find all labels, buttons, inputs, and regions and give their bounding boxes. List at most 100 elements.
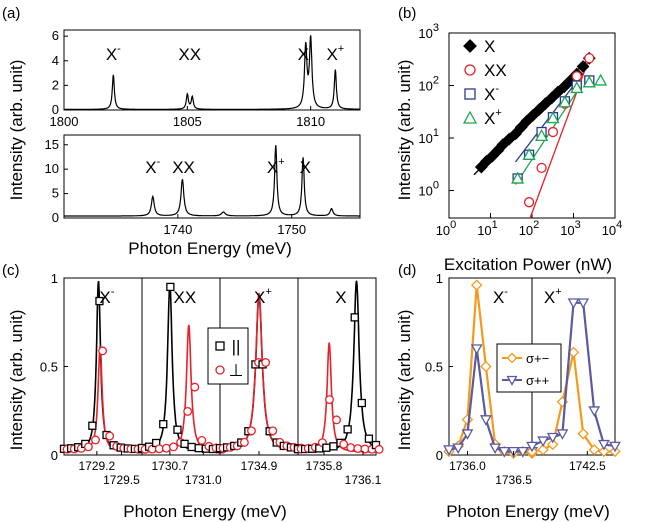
b-y-tick-label: 102	[418, 75, 439, 94]
b-legend-label: XX	[484, 61, 507, 80]
c-point-perp	[332, 415, 342, 425]
d-peak-label: X+	[544, 286, 562, 307]
b-x-tick-label: 102	[519, 219, 540, 238]
b-point-triangle	[594, 73, 608, 86]
c-point-parallel	[329, 442, 338, 451]
b-x-tick-label: 103	[560, 219, 581, 238]
d-y-tick-label: 0	[436, 448, 443, 463]
a-bottom-x-tick-label: 1740	[163, 222, 192, 237]
d-point-orange	[537, 443, 549, 456]
b-x-tick-label: 101	[477, 219, 498, 238]
a-bottom-y-tick-label: 15	[45, 137, 59, 152]
a-top-peak-label: X	[298, 45, 309, 64]
c-point-perp	[190, 382, 200, 392]
d-series-line	[448, 348, 532, 453]
b-legend-marker	[463, 39, 477, 53]
d-point-orange	[577, 428, 589, 440]
d-point-purple	[479, 415, 492, 426]
d-x-tick-label: 1736.0	[449, 459, 486, 473]
a-top-x-tick-label: 1810	[296, 114, 325, 129]
c-legend-marker	[215, 365, 225, 375]
d-point-orange	[461, 413, 474, 426]
panel-label-d: (d)	[398, 262, 416, 279]
a-bottom-y-tick-label: 10	[45, 161, 59, 176]
c-point-parallel	[187, 442, 196, 452]
a-bottom-frame	[63, 134, 361, 219]
c-point-perp	[98, 346, 108, 356]
c-point-parallel	[159, 420, 168, 429]
c-point-parallel	[322, 443, 331, 452]
d-point-purple	[567, 298, 580, 309]
d-x-tick-label: 1742.5	[569, 459, 606, 473]
a-top-y-tick-label: 0	[52, 102, 59, 117]
c-x-tick-label: 1729.5	[103, 473, 140, 487]
d-point-purple	[489, 443, 502, 455]
c-point-perp	[105, 431, 115, 441]
c-point-perp	[353, 444, 363, 454]
a-top-x-tick-label: 1805	[173, 114, 202, 129]
b-legend-label: X	[484, 37, 495, 56]
c-point-parallel	[88, 421, 97, 430]
a-bottom-spectrum-line	[64, 145, 360, 217]
c-point-parallel	[357, 398, 366, 408]
d-point-purple	[537, 436, 549, 447]
c-legend-label: ⊥	[229, 361, 244, 380]
b-point-circle	[536, 162, 547, 174]
c-point-parallel	[95, 296, 104, 306]
c-point-parallel	[194, 443, 203, 453]
d-point-purple	[577, 298, 590, 309]
d-legend-label: σ+−	[526, 351, 549, 366]
a-top-spectrum-line	[64, 35, 360, 110]
c-point-parallel	[343, 425, 352, 434]
a-top-y-tick-label: 4	[52, 53, 59, 68]
c-point-parallel	[166, 282, 175, 292]
b-point-diamond	[509, 127, 522, 141]
d-point-orange	[588, 443, 600, 456]
d-point-orange	[470, 279, 483, 291]
c-x-tick-label: 1731.0	[185, 473, 222, 487]
c-x-tick-label: 1729.2	[78, 459, 115, 473]
c-x-axis-title: Photon Energy (meV)	[123, 502, 286, 521]
c-x-tick-label: 1736.1	[345, 473, 382, 487]
b-point-circle	[523, 197, 535, 208]
b-y-tick-label: 103	[418, 22, 439, 41]
d-point-purple	[598, 439, 610, 451]
a-top-frame	[63, 29, 361, 111]
b-point-diamond	[557, 80, 571, 94]
b-point-triangle	[511, 171, 525, 184]
a-top-peak-label: X+	[326, 43, 344, 64]
a-top-peak-label: X-	[106, 43, 121, 64]
d-point-purple	[470, 344, 483, 355]
a-bottom-peak-label: XX	[172, 158, 195, 177]
c-y-tick-label: 1	[51, 271, 58, 286]
c-peak-label: X-	[99, 286, 114, 307]
d-x-axis-title: Photon Energy (meV)	[446, 502, 609, 521]
c-legend-marker	[215, 341, 225, 351]
a-x-axis-title: Photon Energy (meV)	[128, 239, 291, 258]
c-fit-curve	[298, 342, 376, 453]
c-x-tick-label: 1735.8	[306, 459, 343, 473]
d-legend-marker	[506, 375, 518, 386]
b-legend-label: X-	[484, 83, 499, 104]
d-y-axis-title: Intensity (arb. unit)	[395, 310, 414, 451]
a-top-y-tick-label: 6	[52, 28, 59, 43]
b-x-axis-title: Excitation Power (nW)	[444, 255, 612, 274]
c-legend-box	[207, 327, 249, 385]
a-top-peak-label: XX	[178, 45, 201, 64]
c-point-perp	[346, 443, 356, 453]
d-x-tick-label: 1736.5	[495, 473, 532, 487]
c-point-perp	[247, 426, 256, 436]
d-peak-label: X-	[493, 286, 508, 307]
c-point-perp	[339, 439, 349, 449]
d-point-purple	[526, 441, 538, 453]
b-point-triangle	[558, 95, 572, 108]
d-point-purple	[516, 447, 529, 458]
b-legend-marker	[462, 110, 478, 124]
a-bottom-x-tick-label: 1750	[277, 222, 306, 237]
b-legend-label: X+	[484, 107, 502, 128]
d-y-tick-label: 1	[436, 271, 443, 286]
panel-label-c: (c)	[2, 262, 20, 279]
d-y-tick-label: 0.5	[425, 360, 443, 375]
